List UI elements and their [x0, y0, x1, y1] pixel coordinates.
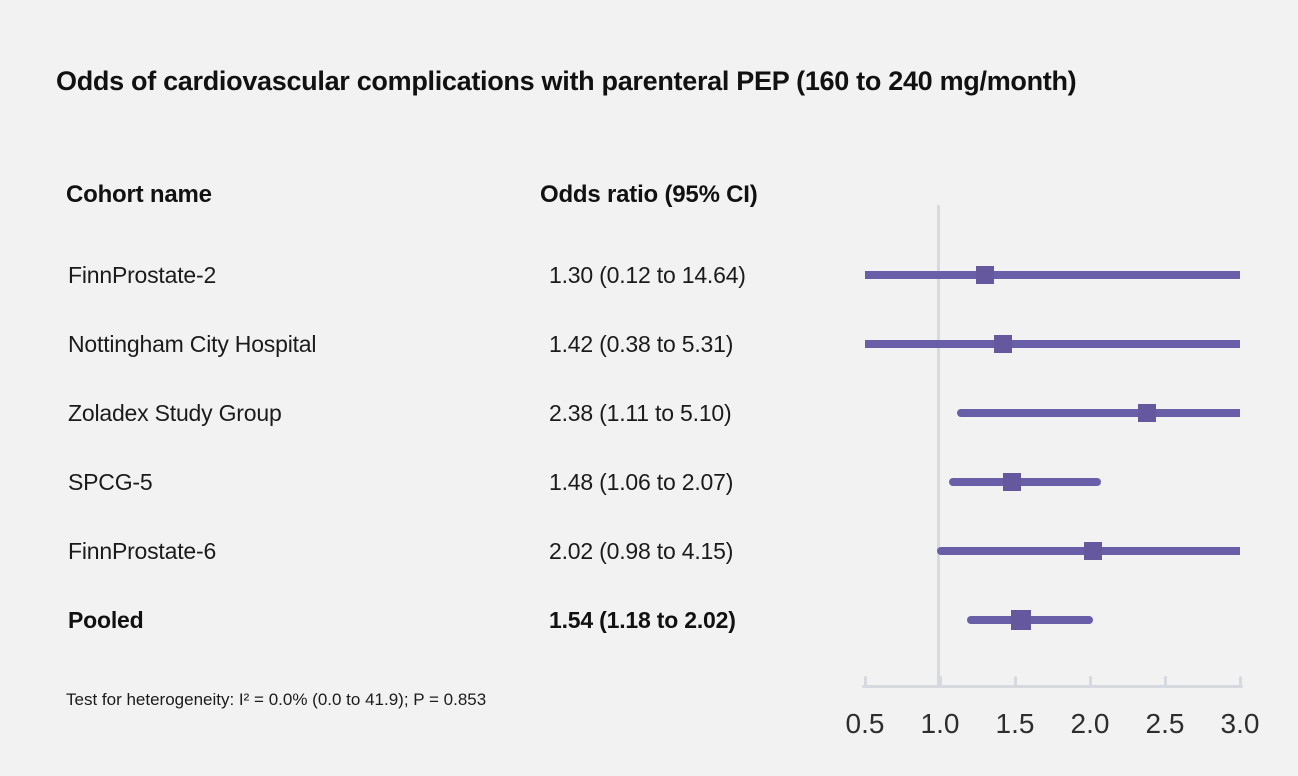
- cohort-column-header: Cohort name: [66, 181, 212, 208]
- odds-ratio-column-header: Odds ratio (95% CI): [540, 181, 758, 208]
- odds-ratio-point-marker: [1084, 542, 1102, 560]
- pooled-estimate-marker: [1011, 610, 1031, 630]
- cohort-name: FinnProstate-6: [68, 538, 217, 564]
- cohort-name: Zoladex Study Group: [68, 400, 282, 426]
- x-axis-line: [862, 685, 1243, 688]
- odds-ratio-value: 1.30 (0.12 to 14.64): [549, 262, 746, 288]
- pooled-odds-ratio-value: 1.54 (1.18 to 2.02): [549, 607, 736, 633]
- odds-ratio-value: 1.42 (0.38 to 5.31): [549, 331, 734, 357]
- odds-ratio-point-marker: [994, 335, 1012, 353]
- reference-line-or-1: [937, 205, 940, 688]
- odds-ratio-value: 2.38 (1.11 to 5.10): [549, 400, 732, 426]
- pooled-row-label: Pooled: [68, 607, 144, 633]
- odds-ratio-point-marker: [1138, 404, 1156, 422]
- x-axis-tick: [863, 676, 867, 688]
- x-axis-tick: [938, 676, 942, 688]
- confidence-interval-line: [956, 409, 1240, 417]
- cohort-name: FinnProstate-2: [68, 262, 217, 288]
- confidence-interval-line: [865, 271, 1240, 279]
- cohort-name: SPCG-5: [68, 469, 153, 495]
- confidence-interval-line: [865, 340, 1240, 348]
- x-axis-tick-label: 1.0: [920, 708, 960, 739]
- odds-ratio-value: 2.02 (0.98 to 4.15): [549, 538, 734, 564]
- heterogeneity-footnote: Test for heterogeneity: I² = 0.0% (0.0 t…: [66, 690, 487, 709]
- x-axis-tick: [1088, 676, 1092, 688]
- x-axis-tick: [1013, 676, 1017, 688]
- x-axis-tick-label: 2.5: [1145, 708, 1185, 739]
- confidence-interval-line: [949, 478, 1101, 486]
- x-axis-tick-label: 0.5: [845, 708, 885, 739]
- x-axis-tick-label: 3.0: [1220, 708, 1260, 739]
- x-axis-tick-label: 1.5: [995, 708, 1035, 739]
- odds-ratio-point-marker: [976, 266, 994, 284]
- odds-ratio-point-marker: [1003, 473, 1021, 491]
- x-axis-tick: [1163, 676, 1167, 688]
- x-axis-tick: [1238, 676, 1242, 688]
- odds-ratio-value: 1.48 (1.06 to 2.07): [549, 469, 734, 495]
- figure-title: Odds of cardiovascular complications wit…: [56, 66, 1077, 96]
- cohort-name: Nottingham City Hospital: [68, 331, 317, 357]
- x-axis-tick-label: 2.0: [1070, 708, 1110, 739]
